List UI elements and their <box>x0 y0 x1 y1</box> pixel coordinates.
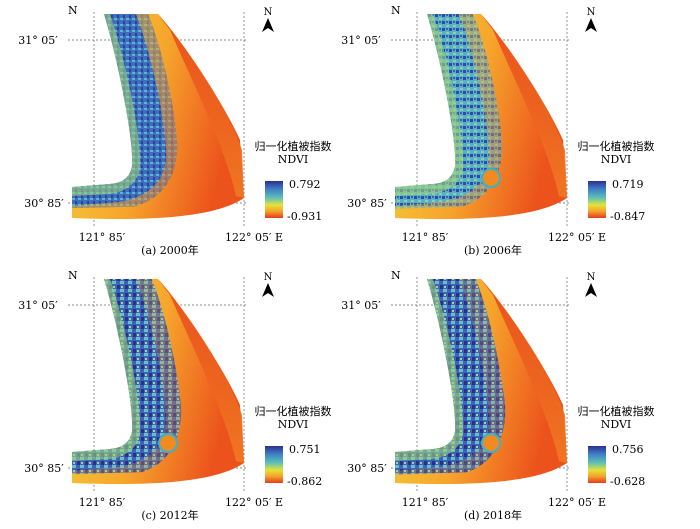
latitude-top-label: 31° 05′ <box>18 34 58 47</box>
north-arrow-label: N <box>264 272 273 283</box>
latitude-bottom-label: 30° 85′ <box>24 462 64 475</box>
ndvi-min-value: -0.847 <box>610 210 645 223</box>
outer-shore-band <box>481 14 567 198</box>
outer-shore-band <box>481 279 567 463</box>
legend-title: 归一化植被指数 <box>578 139 655 153</box>
map-panel-4: N 31° 05′ 30° 85′ 121° 85′ 122° 05′ E N 归一化植被指… <box>341 269 654 522</box>
ndvi-max-value: 0.751 <box>289 443 321 456</box>
latitude-bottom-label: 30° 85′ <box>24 197 64 210</box>
urban-vegetation-strip <box>72 14 167 206</box>
legend-subtitle: NDVI <box>278 153 309 166</box>
longitude-right-label: 122° 05′ E <box>548 496 606 509</box>
panel-caption: (b) 2006年 <box>464 243 522 257</box>
legend-title: 归一化植被指数 <box>578 404 655 418</box>
longitude-left-label: 121° 85′ <box>79 496 126 509</box>
legend-subtitle: NDVI <box>601 153 632 166</box>
outer-shore-band <box>158 14 244 198</box>
map-panel-3: N 31° 05′ 30° 85′ 121° 85′ 122° 05′ E N 归一化植被指… <box>18 269 331 522</box>
north-arrow-label: N <box>587 272 596 283</box>
longitude-left-label: 121° 85′ <box>79 231 126 244</box>
circular-lake <box>481 433 501 453</box>
legend-title: 归一化植被指数 <box>255 404 332 418</box>
longitude-left-label: 121° 85′ <box>402 496 449 509</box>
latitude-bottom-label: 30° 85′ <box>347 462 387 475</box>
reclaimed-urban-expansion <box>395 279 506 475</box>
ndvi-color-ramp <box>265 181 283 218</box>
ndvi-max-value: 0.756 <box>612 443 644 456</box>
longitude-right-label: 122° 05′ E <box>548 231 606 244</box>
ndvi-max-value: 0.792 <box>289 178 321 191</box>
outer-shore-band <box>158 279 244 463</box>
longitude-right-label: 122° 05′ E <box>225 231 283 244</box>
reclaimed-urban-expansion <box>395 14 503 209</box>
urban-vegetation-strip <box>395 14 490 206</box>
latitude-top-label: 31° 05′ <box>341 34 381 47</box>
land-area <box>395 279 506 475</box>
panel-caption: (a) 2000年 <box>141 243 199 257</box>
north-arrow-icon <box>262 283 274 297</box>
land-area <box>72 279 182 475</box>
reclaimed-urban-expansion <box>72 279 182 475</box>
legend-title: 归一化植被指数 <box>255 139 332 153</box>
latitude-bottom-label: 30° 85′ <box>347 197 387 210</box>
land-area <box>72 14 178 209</box>
north-axis-label: N <box>391 269 401 282</box>
longitude-left-label: 121° 85′ <box>402 231 449 244</box>
circular-lake <box>158 433 178 453</box>
ndvi-color-ramp <box>588 446 606 483</box>
urban-vegetation-strip <box>72 279 167 471</box>
north-arrow-label: N <box>264 7 273 18</box>
map-panel-1: N 31° 05′ 30° 85′ 121° 85′ 122° 05′ E N 归一化植被指… <box>18 4 331 257</box>
legend-subtitle: NDVI <box>278 418 309 431</box>
map-panel-2: N 31° 05′ 30° 85′ 121° 85′ 122° 05′ E N 归一化植被指… <box>341 4 654 257</box>
latitude-top-label: 31° 05′ <box>341 299 381 312</box>
ndvi-min-value: -0.862 <box>287 475 322 488</box>
north-arrow-icon <box>585 18 597 32</box>
north-axis-label: N <box>68 269 78 282</box>
ndvi-max-value: 0.719 <box>612 178 644 191</box>
ndvi-min-value: -0.931 <box>287 210 322 223</box>
urban-vegetation-strip <box>395 279 490 471</box>
transition-band <box>395 279 464 461</box>
land-area <box>395 14 503 209</box>
north-arrow-icon <box>262 18 274 32</box>
north-arrow-label: N <box>587 7 596 18</box>
transition-band <box>72 14 141 196</box>
ndvi-color-ramp <box>588 181 606 218</box>
ndvi-min-value: -0.628 <box>610 475 645 488</box>
circular-lake <box>481 168 501 188</box>
panel-caption: (d) 2018年 <box>464 508 522 522</box>
latitude-top-label: 31° 05′ <box>18 299 58 312</box>
north-axis-label: N <box>68 4 78 17</box>
legend-subtitle: NDVI <box>601 418 632 431</box>
longitude-right-label: 122° 05′ E <box>225 496 283 509</box>
ndvi-color-ramp <box>265 446 283 483</box>
transition-band <box>72 279 141 461</box>
panel-caption: (c) 2012年 <box>141 508 198 522</box>
north-axis-label: N <box>391 4 401 17</box>
transition-band <box>395 14 464 196</box>
north-arrow-icon <box>585 283 597 297</box>
